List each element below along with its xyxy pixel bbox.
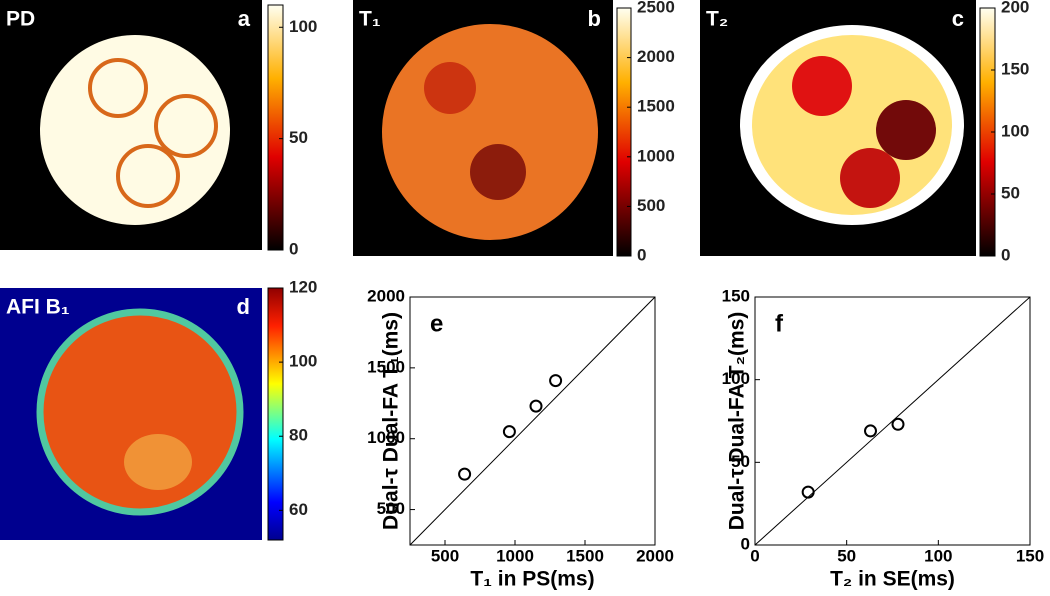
colorbar-tick-label: 100 [1001,121,1029,140]
colorbar-tick-label: 100 [289,352,317,371]
point [864,424,877,438]
colorbar [267,4,284,251]
image-a [0,0,262,250]
colorbar-tick-label: 0 [289,239,298,258]
image-c [700,0,976,256]
x-tick-label: 50 [837,546,856,565]
colorbar [267,287,284,541]
image-label: T₁ [359,8,381,31]
x-tick-label: 0 [750,546,759,565]
y-tick-label: 1000 [367,428,405,447]
panel-letter: d [237,294,250,319]
colorbar-tick-label: 80 [289,426,308,445]
image-label: T₂ [706,8,728,31]
panel-letter: c [952,6,964,31]
point [529,399,543,413]
panel-letter: b [588,6,601,31]
y-tick-label: 0 [741,534,750,553]
x-axis-label: T₂ in SE(ms) [830,568,955,591]
colorbar-tick-label: 2000 [637,47,675,66]
colorbar-tick-label: 50 [1001,183,1020,202]
y-axis-label: Dual-τ Dual-FA T₁(ms) [380,312,403,530]
y-axis-label: Dual-τ Dual-FA T₂(ms) [726,312,749,531]
y-tick-label: 50 [731,452,750,471]
x-tick-label: 2000 [636,546,674,565]
point [891,417,905,431]
point [502,425,516,439]
point [458,467,472,481]
colorbar-tick-label: 1500 [637,97,675,116]
y-tick-label: 2000 [367,286,405,305]
colorbar-tick-label: 60 [289,500,308,519]
identity-line [409,296,656,546]
colorbar-tick-label: 120 [289,277,317,296]
colorbar-tick-label: 50 [289,128,308,147]
y-tick-label: 1500 [367,357,405,376]
image-label: PD [6,8,35,31]
x-tick-label: 150 [1016,546,1044,565]
point [549,374,563,388]
x-axis-label: T₁ in PS(ms) [470,568,594,591]
colorbar-tick-label: 0 [1001,245,1010,264]
colorbar-tick-label: 100 [289,17,317,36]
image-label: AFI B₁ [6,296,70,319]
colorbar-tick-label: 1000 [637,146,675,165]
point [801,485,815,499]
x-tick-label: 100 [924,546,952,565]
panel-letter: e [430,310,443,337]
x-tick-label: 1500 [566,546,604,565]
x-tick-label: 1000 [496,546,534,565]
colorbar-tick-label: 0 [637,245,646,264]
image-b [353,0,613,256]
colorbar-tick-label: 2500 [637,0,675,16]
colorbar [616,7,632,257]
panel-letter: f [775,310,784,337]
colorbar-tick-label: 200 [1001,0,1029,16]
x-tick-label: 500 [431,546,459,565]
y-tick-label: 150 [722,286,750,305]
panel-letter: a [238,6,251,31]
colorbar-tick-label: 150 [1001,59,1029,78]
colorbar-tick-label: 500 [637,196,665,215]
y-tick-label: 100 [722,369,750,388]
image-d [0,288,262,540]
y-tick-label: 500 [377,499,405,518]
